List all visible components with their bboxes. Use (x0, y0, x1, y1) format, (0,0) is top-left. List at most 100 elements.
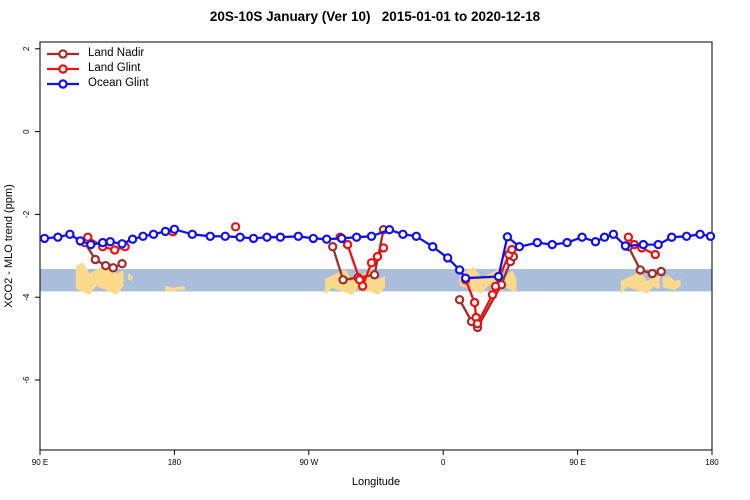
y-tick-label: -2 (22, 210, 31, 218)
marker-ocean-glint (681, 231, 692, 241)
marker-land-nadir (90, 254, 101, 265)
marker-ocean-glint (148, 229, 159, 239)
legend-marker-icon (47, 63, 79, 74)
marker-land-nadir (117, 259, 127, 269)
plot-border (39, 41, 713, 451)
x-tick-label: 0 (441, 458, 446, 467)
marker-ocean-glint (577, 232, 587, 242)
marker-ocean-glint (638, 239, 649, 250)
x-tick-label: 180 (168, 458, 182, 467)
marker-ocean-glint (97, 237, 108, 248)
marker-ocean-glint (653, 239, 663, 250)
marker-land-glint (357, 281, 368, 291)
marker-ocean-glint (308, 233, 318, 244)
marker-ocean-glint (262, 232, 272, 242)
marker-land-glint (472, 319, 483, 329)
marker-ocean-glint (502, 232, 513, 242)
marker-land-glint (366, 258, 377, 268)
marker-ocean-glint (248, 233, 259, 244)
marker-land-nadir (100, 261, 111, 271)
marker-ocean-glint (608, 229, 619, 239)
x-tick-label: 90 E (569, 458, 585, 467)
marker-ocean-glint (293, 231, 303, 241)
marker-land-nadir (635, 265, 646, 275)
marker-ocean-glint (127, 234, 138, 244)
marker-ocean-glint (337, 233, 347, 244)
legend-item-land-glint: Land Glint (46, 61, 149, 76)
marker-ocean-glint (105, 236, 115, 247)
legend-item-land-nadir: Land Nadir (46, 46, 149, 61)
marker-ocean-glint (220, 231, 230, 241)
marker-land-glint (230, 222, 241, 232)
marker-ocean-glint (384, 224, 395, 235)
legend-label: Land Nadir (88, 47, 145, 59)
y-tick-label: 0 (22, 129, 31, 134)
x-tick-label: 90 E (32, 458, 48, 467)
marker-ocean-glint (138, 231, 148, 241)
marker-land-glint (109, 245, 120, 255)
marker-land-glint (507, 244, 517, 255)
marker-land-nadir (656, 266, 666, 277)
land-patch (504, 270, 517, 293)
marker-ocean-glint (187, 229, 197, 239)
marker-ocean-glint (620, 241, 631, 251)
marker-land-nadir (454, 295, 465, 305)
series-line-land-nadir (458, 256, 515, 329)
land-patch (662, 275, 681, 291)
x-tick-label: 180 (705, 458, 719, 467)
marker-land-glint (378, 243, 389, 253)
marker-ocean-glint (493, 271, 504, 282)
y-tick-label: -6 (22, 376, 31, 384)
marker-ocean-glint (532, 237, 543, 248)
marker-land-nadir (328, 241, 338, 252)
x-axis-label: Longitude (351, 476, 401, 488)
marker-land-glint (372, 251, 383, 262)
land-patch (459, 266, 503, 294)
marker-ocean-glint (275, 232, 286, 242)
land-patch (128, 273, 133, 281)
marker-ocean-glint (75, 236, 86, 246)
marker-ocean-glint (547, 239, 557, 250)
chart-title: 20S-10S January (Ver 10) 2015-01-01 to 2… (209, 9, 541, 24)
legend: Land Nadir Land Glint Ocean Glint (46, 46, 149, 91)
marker-land-glint (469, 297, 480, 308)
marker-ocean-glint (53, 232, 63, 242)
series-line-land-glint (87, 236, 126, 252)
x-tick-label: 90 W (299, 458, 318, 467)
land-patch (620, 271, 660, 294)
marker-ocean-glint (667, 232, 677, 242)
marker-ocean-glint (590, 236, 601, 247)
marker-land-glint (83, 232, 93, 242)
y-tick-label: 2 (22, 46, 31, 51)
marker-ocean-glint (169, 224, 180, 234)
legend-label: Land Glint (88, 62, 141, 74)
marker-ocean-glint (562, 237, 572, 248)
y-axis-label: XCO2 - MLO trend (ppm) (3, 184, 15, 308)
marker-ocean-glint (428, 241, 438, 252)
legend-marker-icon (47, 78, 79, 89)
marker-ocean-glint (599, 232, 610, 242)
marker-ocean-glint (366, 231, 377, 241)
marker-land-glint (487, 290, 498, 300)
marker-ocean-glint (205, 231, 215, 241)
marker-ocean-glint (86, 239, 96, 250)
marker-land-glint (650, 249, 661, 260)
legend-item-ocean-glint: Ocean Glint (46, 76, 149, 91)
marker-ocean-glint (411, 231, 421, 241)
marker-ocean-glint (351, 232, 362, 242)
marker-ocean-glint (705, 231, 716, 241)
marker-land-nadir (338, 275, 348, 285)
marker-ocean-glint (65, 229, 75, 239)
land-patch (165, 285, 185, 292)
marker-ocean-glint (235, 232, 245, 242)
marker-land-nadir (647, 268, 658, 279)
y-tick-label: -4 (22, 293, 31, 301)
marker-land-glint (623, 232, 634, 242)
marker-ocean-glint (398, 229, 408, 239)
marker-ocean-glint (39, 233, 50, 244)
marker-ocean-glint (160, 226, 171, 237)
marker-ocean-glint (514, 241, 525, 252)
marker-ocean-glint (695, 229, 705, 239)
